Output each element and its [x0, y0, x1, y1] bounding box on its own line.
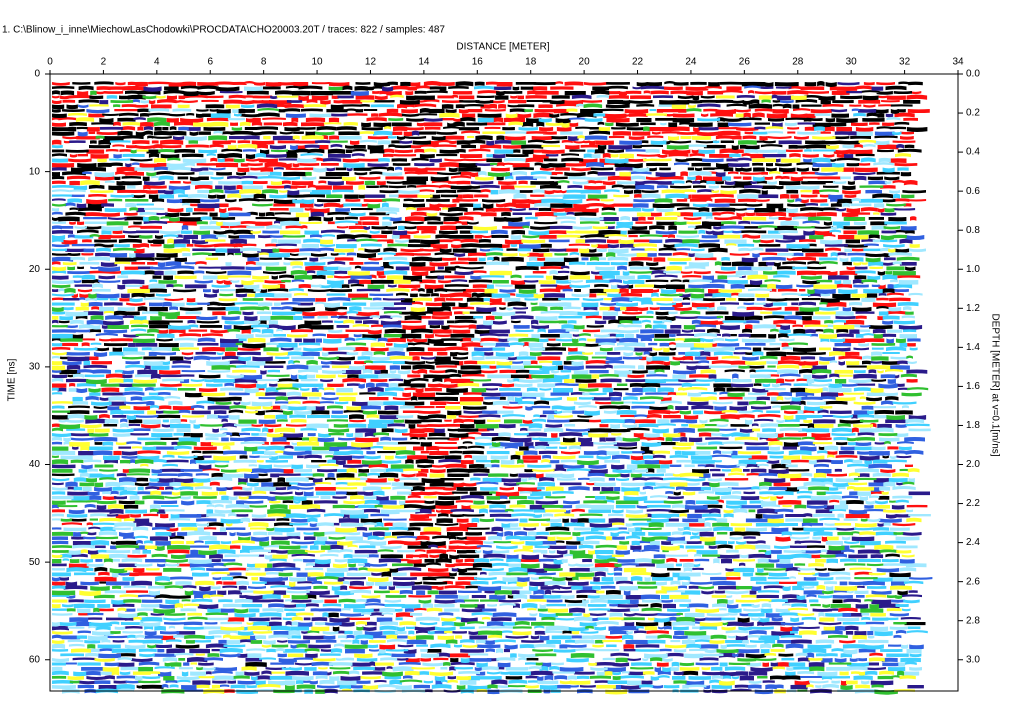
x-tick-label: 0 [47, 57, 53, 68]
y2-tick-label: 0.2 [966, 108, 980, 119]
x-tick-label: 24 [685, 57, 697, 68]
y2-tick-label: 1.0 [966, 264, 980, 275]
y2-tick-label: 0.0 [966, 69, 980, 80]
x-tick-label: 18 [525, 57, 537, 68]
y2-tick-label: 3.0 [966, 654, 980, 665]
x-tick-label: 26 [739, 57, 751, 68]
y2-tick-label: 2.0 [966, 459, 980, 470]
x-tick-label: 34 [952, 57, 964, 68]
radargram-image [51, 81, 933, 695]
y2-tick-label: 1.6 [966, 381, 980, 392]
y2-tick-label: 2.2 [966, 498, 980, 509]
x-tick-label: 32 [899, 57, 911, 68]
x-tick-label: 14 [418, 57, 430, 68]
y-axis-label: TIME [ns] [7, 358, 18, 401]
y2-axis-label: DEPTH [METER] at v=0.1[m/ns] [989, 313, 1000, 456]
y-tick-label: 10 [29, 166, 41, 177]
texture-black [51, 81, 928, 689]
texture-blue [52, 85, 933, 695]
x-axis-label: DISTANCE [METER] [456, 42, 549, 53]
x-tick-label: 20 [579, 57, 591, 68]
y-tick-label: 20 [29, 264, 41, 275]
x-tick-label: 6 [207, 57, 213, 68]
y2-tick-label: 1.8 [966, 420, 980, 431]
y2-tick-label: 0.8 [966, 225, 980, 236]
x-tick-label: 30 [846, 57, 858, 68]
y2-tick-label: 2.4 [966, 537, 980, 548]
texture-green [51, 86, 929, 695]
plot-frame [49, 73, 959, 692]
x-tick-label: 16 [472, 57, 484, 68]
y2-tick-label: 2.8 [966, 615, 980, 626]
y-tick-label: 30 [29, 362, 41, 373]
x-tick-label: 22 [632, 57, 644, 68]
x-tick-label: 28 [792, 57, 804, 68]
texture-lblue [51, 86, 931, 694]
texture-red [51, 81, 930, 693]
y2-tick-label: 1.4 [966, 342, 980, 353]
y-tick-label: 50 [29, 557, 41, 568]
x-tick-label: 8 [261, 57, 267, 68]
x-tick-label: 12 [365, 57, 377, 68]
y-tick-label: 40 [29, 459, 41, 470]
y2-tick-label: 0.4 [966, 147, 980, 158]
x-tick-label: 4 [154, 57, 160, 68]
file-title: 1. C:\Blinow_i_inne\MiechowLasChodowki\P… [2, 25, 445, 36]
x-tick-label: 2 [101, 57, 107, 68]
y2-tick-label: 1.2 [966, 303, 980, 314]
y-tick-label: 60 [29, 654, 41, 665]
x-tick-label: 10 [311, 57, 323, 68]
y-tick-label: 0 [34, 69, 40, 80]
y2-tick-label: 2.6 [966, 576, 980, 587]
y2-tick-label: 0.6 [966, 186, 980, 197]
